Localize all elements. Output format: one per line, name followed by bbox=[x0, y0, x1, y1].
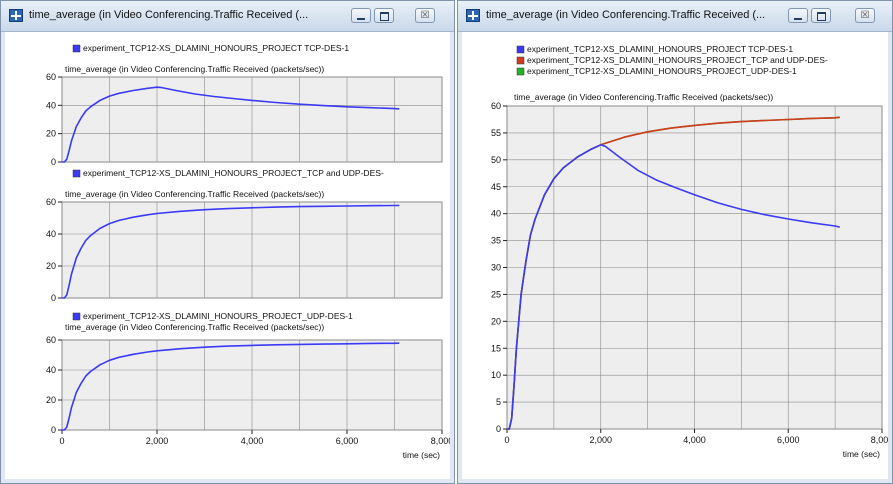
y-tick-label: 60 bbox=[491, 101, 501, 111]
legend-swatch bbox=[516, 56, 525, 65]
legend-swatch bbox=[72, 169, 81, 178]
left-title-bar[interactable]: time_average (in Video Conferencing.Traf… bbox=[1, 1, 454, 32]
x-tick-label: 0 bbox=[504, 435, 509, 445]
x-tick-label: 4,000 bbox=[683, 435, 706, 445]
series-line bbox=[62, 342, 400, 431]
left-graph-area: experiment_TCP12-XS_DLAMINI_HONOURS_PROJ… bbox=[5, 32, 450, 479]
chart-title: time_average (in Video Conferencing.Traf… bbox=[514, 92, 773, 102]
legend-swatch bbox=[72, 312, 81, 321]
x-tick-label: 8,000 bbox=[431, 436, 450, 446]
app-icon bbox=[9, 9, 23, 22]
y-tick-label: 40 bbox=[46, 365, 56, 375]
close-button[interactable]: ☒ bbox=[415, 8, 435, 23]
y-tick-label: 0 bbox=[496, 424, 501, 434]
legend-label: experiment_TCP12-XS_DLAMINI_HONOURS_PROJ… bbox=[527, 66, 797, 76]
legend-swatch bbox=[516, 45, 525, 54]
chart-title: time_average (in Video Conferencing.Traf… bbox=[65, 189, 324, 199]
right-chart-canvas: experiment_TCP12-XS_DLAMINI_HONOURS_PROJ… bbox=[491, 44, 888, 459]
series-line bbox=[507, 144, 840, 430]
x-tick-label: 6,000 bbox=[777, 435, 800, 445]
window-title: time_average (in Video Conferencing.Traf… bbox=[29, 9, 309, 21]
left-graph-window[interactable]: time_average (in Video Conferencing.Traf… bbox=[0, 0, 455, 484]
x-tick-label: 6,000 bbox=[336, 436, 359, 446]
y-tick-label: 60 bbox=[46, 197, 56, 207]
legend-label: experiment_TCP12-XS_DLAMINI_HONOURS_PROJ… bbox=[83, 43, 349, 53]
x-axis-label: time (sec) bbox=[403, 450, 440, 460]
y-tick-label: 15 bbox=[491, 343, 501, 353]
minimize-button[interactable] bbox=[788, 8, 808, 23]
close-button[interactable]: ☒ bbox=[855, 8, 875, 23]
y-tick-label: 40 bbox=[46, 100, 56, 110]
legend-label: experiment_TCP12-XS_DLAMINI_HONOURS_PROJ… bbox=[527, 44, 793, 54]
y-tick-label: 20 bbox=[46, 395, 56, 405]
series-line bbox=[62, 86, 400, 163]
x-tick-label: 2,000 bbox=[589, 435, 612, 445]
y-tick-label: 20 bbox=[46, 261, 56, 271]
y-tick-label: 30 bbox=[491, 263, 501, 273]
right-title-bar[interactable]: time_average (in Video Conferencing.Traf… bbox=[458, 1, 892, 32]
legend-label: experiment_TCP12-XS_DLAMINI_HONOURS_PROJ… bbox=[83, 311, 353, 321]
y-tick-label: 5 bbox=[496, 397, 501, 407]
y-tick-label: 10 bbox=[491, 370, 501, 380]
y-tick-label: 25 bbox=[491, 289, 501, 299]
y-tick-label: 20 bbox=[46, 129, 56, 139]
maximize-button[interactable] bbox=[811, 8, 831, 23]
y-tick-label: 55 bbox=[491, 128, 501, 138]
y-tick-label: 40 bbox=[46, 229, 56, 239]
series-line bbox=[62, 204, 400, 299]
chart-title: time_average (in Video Conferencing.Traf… bbox=[65, 64, 324, 74]
x-tick-label: 8,000 bbox=[871, 435, 888, 445]
x-tick-label: 2,000 bbox=[146, 436, 169, 446]
y-tick-label: 35 bbox=[491, 236, 501, 246]
app-icon bbox=[466, 9, 480, 22]
left-charts-canvas: experiment_TCP12-XS_DLAMINI_HONOURS_PROJ… bbox=[46, 43, 450, 460]
minimize-button[interactable] bbox=[351, 8, 371, 23]
y-tick-label: 60 bbox=[46, 72, 56, 82]
y-tick-label: 0 bbox=[51, 293, 56, 303]
x-tick-label: 0 bbox=[59, 436, 64, 446]
y-tick-label: 40 bbox=[491, 209, 501, 219]
y-tick-label: 60 bbox=[46, 335, 56, 345]
y-tick-label: 50 bbox=[491, 155, 501, 165]
y-tick-label: 45 bbox=[491, 182, 501, 192]
right-graph-window[interactable]: time_average (in Video Conferencing.Traf… bbox=[457, 0, 893, 484]
window-title: time_average (in Video Conferencing.Traf… bbox=[486, 9, 766, 21]
maximize-button[interactable] bbox=[374, 8, 394, 23]
y-tick-label: 20 bbox=[491, 316, 501, 326]
x-axis-label: time (sec) bbox=[843, 449, 880, 459]
right-graph-area: experiment_TCP12-XS_DLAMINI_HONOURS_PROJ… bbox=[462, 32, 888, 479]
y-tick-label: 0 bbox=[51, 157, 56, 167]
legend-swatch bbox=[72, 44, 81, 53]
chart-title: time_average (in Video Conferencing.Traf… bbox=[65, 322, 324, 332]
legend-label: experiment_TCP12-XS_DLAMINI_HONOURS_PROJ… bbox=[83, 168, 384, 178]
x-tick-label: 4,000 bbox=[241, 436, 264, 446]
y-tick-label: 0 bbox=[51, 425, 56, 435]
legend-swatch bbox=[516, 67, 525, 76]
legend-label: experiment_TCP12-XS_DLAMINI_HONOURS_PROJ… bbox=[527, 55, 828, 65]
